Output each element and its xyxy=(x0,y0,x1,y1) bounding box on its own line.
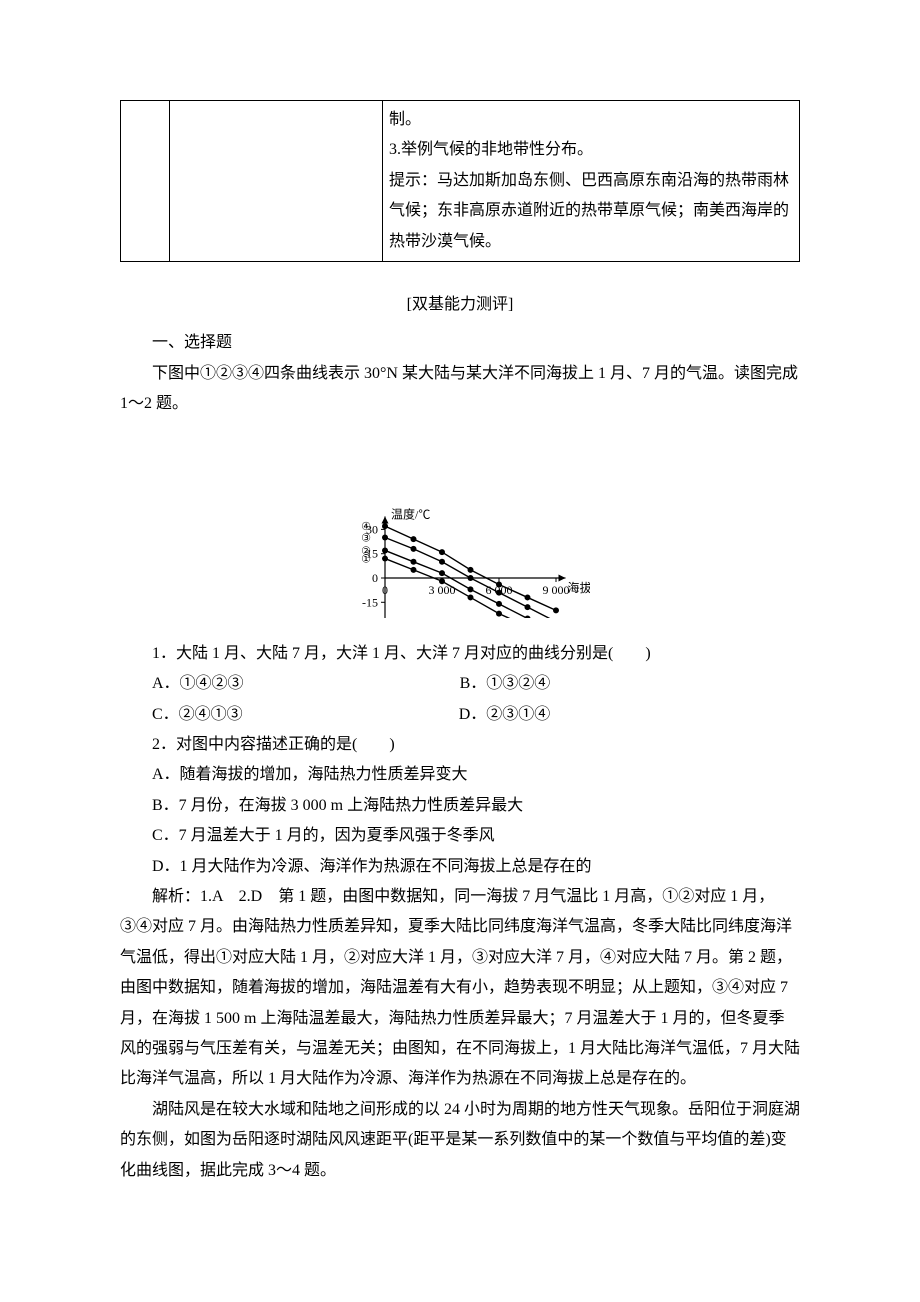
q1-row-cd: C．②④①③ D．②③①④ xyxy=(120,700,800,730)
table-cell-empty-1 xyxy=(121,101,170,262)
q2-C: C．7 月温差大于 1 月的，因为夏季风强于冬季风 xyxy=(120,821,800,851)
heading-select: 一、选择题 xyxy=(120,328,800,358)
svg-text:-15: -15 xyxy=(362,595,378,609)
q2-A: A．随着海拔的增加，海陆热力性质差异变大 xyxy=(120,760,800,790)
q2-D: D．1 月大陆作为冷源、海洋作为热源在不同海拔上总是存在的 xyxy=(120,852,800,882)
table-cell-empty-2 xyxy=(170,101,383,262)
table-fragment: 制。 3.举例气候的非地带性分布。 提示：马达加斯加岛东侧、巴西高原东南沿海的热… xyxy=(120,100,800,262)
svg-text:③: ③ xyxy=(361,532,371,544)
svg-text:④: ④ xyxy=(361,521,371,533)
q1-C: C．②④①③ xyxy=(152,706,243,723)
q1-row-ab: A．①④②③ B．①③②④ xyxy=(120,669,800,699)
svg-text:0: 0 xyxy=(382,583,388,597)
cell-line-2: 3.举例气候的非地带性分布。 xyxy=(389,135,793,165)
q2-B: B．7 月份，在海拔 3 000 m 上海陆热力性质差异最大 xyxy=(120,791,800,821)
table-cell-row1: 制。 3.举例气候的非地带性分布。 提示：马达加斯加岛东侧、巴西高原东南沿海的热… xyxy=(383,101,800,262)
q2-stem: 2．对图中内容描述正确的是( ) xyxy=(120,730,800,760)
cell-line-3: 提示：马达加斯加岛东侧、巴西高原东南沿海的热带雨林气候；东非高原赤道附近的热带草… xyxy=(389,166,793,257)
svg-text:海拔/m: 海拔/m xyxy=(568,580,591,595)
explanation-1-2: 解析：1.A 2.D 第 1 题，由图中数据知，同一海拔 7 月气温比 1 月高… xyxy=(120,882,800,1095)
intro-q3-4: 湖陆风是在较大水域和陆地之间形成的以 24 小时为周期的地方性天气现象。岳阳位于… xyxy=(120,1095,800,1186)
cell-line-1: 制。 xyxy=(389,105,793,135)
intro-q1-2: 下图中①②③④四条曲线表示 30°N 某大陆与某大洋不同海拔上 1 月、7 月的… xyxy=(120,359,800,420)
svg-text:9 000: 9 000 xyxy=(543,583,570,597)
temperature-chart: -30-150153003 0006 0009 000温度/℃海拔/m①②③④ xyxy=(120,428,800,629)
q1-A: A．①④②③ xyxy=(152,675,244,692)
section-title: [双基能力测评] xyxy=(120,290,800,320)
svg-text:②: ② xyxy=(361,545,371,557)
q1-stem: 1．大陆 1 月、大陆 7 月，大洋 1 月、大洋 7 月对应的曲线分别是( ) xyxy=(120,639,800,669)
svg-text:0: 0 xyxy=(372,571,378,585)
q1-B: B．①③②④ xyxy=(428,669,551,699)
chart-svg: -30-150153003 0006 0009 000温度/℃海拔/m①②③④ xyxy=(330,428,590,618)
q1-D: D．②③①④ xyxy=(427,700,551,730)
svg-text:温度/℃: 温度/℃ xyxy=(391,506,430,521)
svg-text:3 000: 3 000 xyxy=(429,583,456,597)
